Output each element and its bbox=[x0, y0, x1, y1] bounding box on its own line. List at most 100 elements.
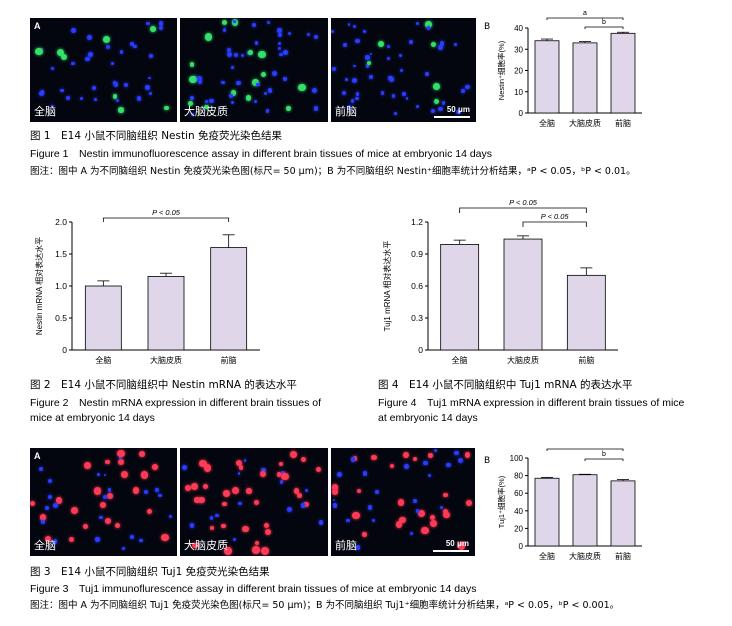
y-axis-label: Nestin⁺细胞率(%) bbox=[496, 40, 506, 100]
x-category-label: 全脑 bbox=[95, 355, 111, 365]
tuj1-positive-cell bbox=[251, 545, 260, 554]
nucleus-cell bbox=[368, 75, 373, 80]
tuj1-positive-cell bbox=[83, 462, 91, 470]
scale-bar-label: 50 μm bbox=[446, 105, 470, 114]
nucleus-cell bbox=[154, 488, 159, 493]
fig2-bar-chart: 0 0.5 1.0 1.5 2.0 全脑 大脑皮质 前脑 P < 0.05 Nestin mRNA… bbox=[34, 208, 260, 365]
tuj1-positive-cell bbox=[199, 459, 208, 468]
fig1-panel-b-label: B bbox=[484, 22, 491, 32]
nucleus-cell bbox=[386, 44, 390, 48]
tuj1-positive-cell bbox=[457, 541, 466, 550]
nucleus-cell bbox=[236, 80, 241, 86]
tuj1-positive-cell bbox=[30, 501, 36, 507]
nucleus-cell bbox=[263, 91, 268, 96]
nestin-positive-cell bbox=[204, 104, 209, 110]
tuj1-positive-cell bbox=[209, 525, 214, 530]
tuj1-positive-cell bbox=[276, 472, 282, 477]
x-category-label: 前脑 bbox=[615, 551, 631, 561]
nucleus-cell bbox=[119, 50, 124, 54]
tuj1-positive-cell bbox=[429, 514, 435, 520]
nucleus-cell bbox=[39, 91, 45, 97]
tuj1-positive-cell bbox=[55, 497, 63, 504]
tuj1-positive-cell bbox=[93, 486, 102, 495]
tuj1-positive-cell bbox=[68, 536, 75, 543]
nucleus-cell bbox=[388, 75, 393, 81]
nucleus-cell bbox=[279, 480, 284, 484]
nestin-positive-cell bbox=[246, 95, 252, 101]
fig1-image-label: 前脑 bbox=[335, 106, 357, 118]
nucleus-cell bbox=[256, 82, 260, 87]
nucleus-cell bbox=[105, 44, 110, 50]
nestin-positive-cell bbox=[60, 54, 67, 61]
significance-label: b bbox=[602, 451, 606, 458]
bar bbox=[534, 477, 560, 547]
nestin-positive-cell bbox=[189, 62, 195, 67]
nucleus-cell bbox=[439, 506, 443, 510]
nucleus-cell bbox=[168, 514, 173, 519]
nucleus-cell bbox=[190, 112, 194, 116]
fig1-image-label: 全脑 bbox=[34, 106, 56, 118]
bar bbox=[147, 276, 185, 351]
nucleus-cell bbox=[220, 80, 225, 85]
y-tick-label: 0.3 bbox=[411, 313, 423, 323]
nucleus-cell bbox=[233, 537, 237, 542]
nucleus-cell bbox=[337, 472, 343, 478]
tuj1-positive-cell bbox=[300, 456, 307, 463]
tuj1-positive-cell bbox=[232, 486, 240, 494]
fig2-caption-en-2: mice at embryonic 14 days bbox=[30, 412, 155, 424]
nucleus-cell bbox=[92, 85, 97, 90]
fig1-image-whole-brain: A 全脑 bbox=[30, 18, 177, 122]
nestin-positive-cell bbox=[113, 94, 118, 99]
tuj1-positive-cell bbox=[192, 542, 198, 549]
fig1-image-label: 大脑皮质 bbox=[184, 106, 228, 118]
nucleus-cell bbox=[458, 457, 463, 463]
scale-bar bbox=[433, 550, 469, 552]
nucleus-cell bbox=[438, 45, 443, 50]
tuj1-positive-cell bbox=[224, 547, 232, 555]
nestin-positive-cell bbox=[433, 98, 440, 105]
tuj1-positive-cell bbox=[289, 450, 298, 459]
nucleus-cell bbox=[111, 61, 114, 65]
y-tick-label: 2.0 bbox=[55, 217, 67, 227]
nestin-positive-cell bbox=[433, 82, 441, 90]
tuj1-positive-cell bbox=[39, 514, 47, 522]
significance-label: P < 0.05 bbox=[152, 208, 181, 217]
tuj1-positive-cell bbox=[466, 499, 473, 506]
y-tick-label: 30 bbox=[514, 45, 523, 54]
nucleus-cell bbox=[413, 499, 418, 504]
x-category-label: 大脑皮质 bbox=[150, 355, 182, 365]
nucleus-cell bbox=[233, 20, 237, 24]
tuj1-positive-cell bbox=[260, 546, 269, 555]
nucleus-cell bbox=[226, 47, 232, 53]
nucleus-cell bbox=[198, 79, 203, 84]
nucleus-cell bbox=[130, 535, 135, 540]
tuj1-positive-cell bbox=[362, 531, 367, 537]
nucleus-cell bbox=[209, 516, 213, 520]
tuj1-positive-cell bbox=[121, 470, 128, 478]
nucleus-cell bbox=[446, 462, 451, 467]
nucleus-cell bbox=[71, 27, 77, 33]
nucleus-cell bbox=[52, 503, 58, 509]
nucleus-cell bbox=[344, 77, 348, 81]
nucleus-cell bbox=[47, 478, 53, 484]
nucleus-cell bbox=[88, 52, 94, 58]
fig3-b-bar-chart: 0 20 40 60 80 100 全脑 大脑皮质 前脑 a b Tuj1⁺细胞率(%) bbox=[496, 446, 642, 561]
nestin-positive-cell bbox=[260, 71, 266, 77]
nucleus-cell bbox=[408, 39, 413, 44]
nucleus-cell bbox=[416, 104, 420, 108]
nucleus-cell bbox=[222, 28, 227, 32]
nucleus-cell bbox=[233, 52, 238, 57]
fig1-caption-cn: 图 1 E14 小鼠不同脑组织 Nestin 免疫荧光染色结果 bbox=[30, 130, 282, 142]
fig1-panel-a-label: A bbox=[34, 21, 41, 31]
nucleus-cell bbox=[85, 56, 90, 62]
nestin-positive-cell bbox=[222, 19, 228, 25]
nucleus-cell bbox=[332, 498, 336, 502]
nucleus-cell bbox=[136, 96, 142, 102]
fig2-caption-en: Figure 2 Nestin mRNA expression in diffe… bbox=[30, 397, 322, 409]
nucleus-cell bbox=[365, 64, 370, 68]
nucleus-cell bbox=[283, 77, 287, 81]
y-tick-label: 40 bbox=[514, 507, 523, 516]
significance-bracket bbox=[546, 17, 624, 20]
fig3-image-label: 全脑 bbox=[34, 540, 56, 552]
y-tick-label: 0 bbox=[519, 109, 524, 118]
